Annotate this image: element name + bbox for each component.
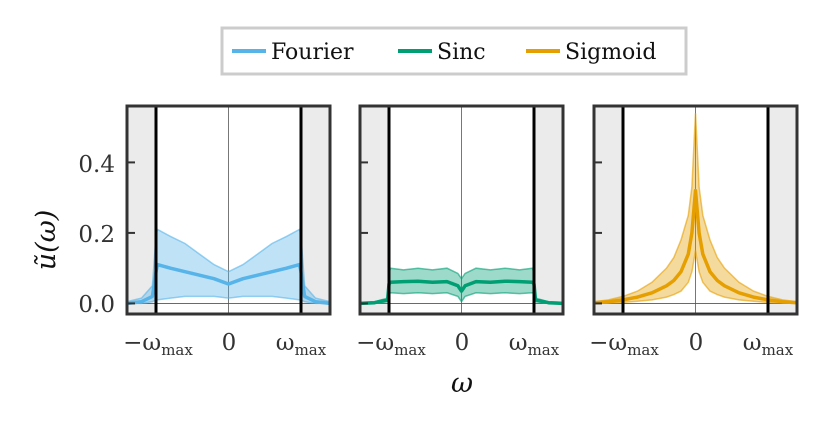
x-tick-label-zero-2: 0 [455, 330, 470, 356]
shaded-region-left-sigmoid [594, 106, 623, 314]
mean-line-sigmoid [594, 188, 797, 305]
panel-frame-fourier [125, 104, 332, 316]
x-tick-label-neg-omega-max-1: −ωmax [123, 330, 193, 359]
band-fourier [127, 229, 330, 304]
legend-frame [220, 26, 688, 76]
legend-label-sinc: Sinc [437, 40, 486, 65]
series-group-sigmoid [594, 113, 797, 305]
panels [125, 104, 799, 316]
legend-label-fourier: Fourier [271, 40, 354, 65]
panel-frame-sinc [358, 104, 565, 316]
upper-line-sigmoid [594, 113, 797, 303]
shaded-region-right-sinc [534, 106, 563, 314]
band-sinc [360, 268, 563, 304]
x-tick-label-zero-1: 0 [222, 330, 237, 356]
panel-sinc [358, 104, 565, 316]
shaded-region-right-sigmoid [768, 106, 797, 314]
x-tick-label-neg-omega-max-3: −ωmax [589, 330, 659, 359]
x-tick-label-omega-max-2: ωmax [509, 330, 560, 359]
y-axis-title: ũ(ω) [31, 210, 62, 270]
x-axis-title: ω [451, 368, 473, 399]
panel-frame-sigmoid [592, 104, 799, 316]
lower-line-sigmoid [594, 250, 797, 305]
shaded-region-left-fourier [127, 106, 156, 314]
y-tick-label-0: 0.0 [78, 292, 115, 318]
x-tick-label-zero-3: 0 [689, 330, 704, 356]
shaded-region-left-sinc [360, 106, 389, 314]
panel-sigmoid [592, 104, 799, 316]
y-tick-label-2: 0.4 [78, 152, 115, 178]
panel-fourier [125, 104, 332, 316]
x-tick-label-neg-omega-max-2: −ωmax [356, 330, 426, 359]
legend: Fourier Sinc Sigmoid [220, 26, 688, 76]
x-tick-label-omega-max-3: ωmax [743, 330, 794, 359]
shaded-region-right-fourier [301, 106, 330, 314]
x-tick-label-omega-max-1: ωmax [276, 330, 327, 359]
legend-label-sigmoid: Sigmoid [565, 40, 656, 65]
y-tick-label-1: 0.2 [78, 222, 115, 248]
